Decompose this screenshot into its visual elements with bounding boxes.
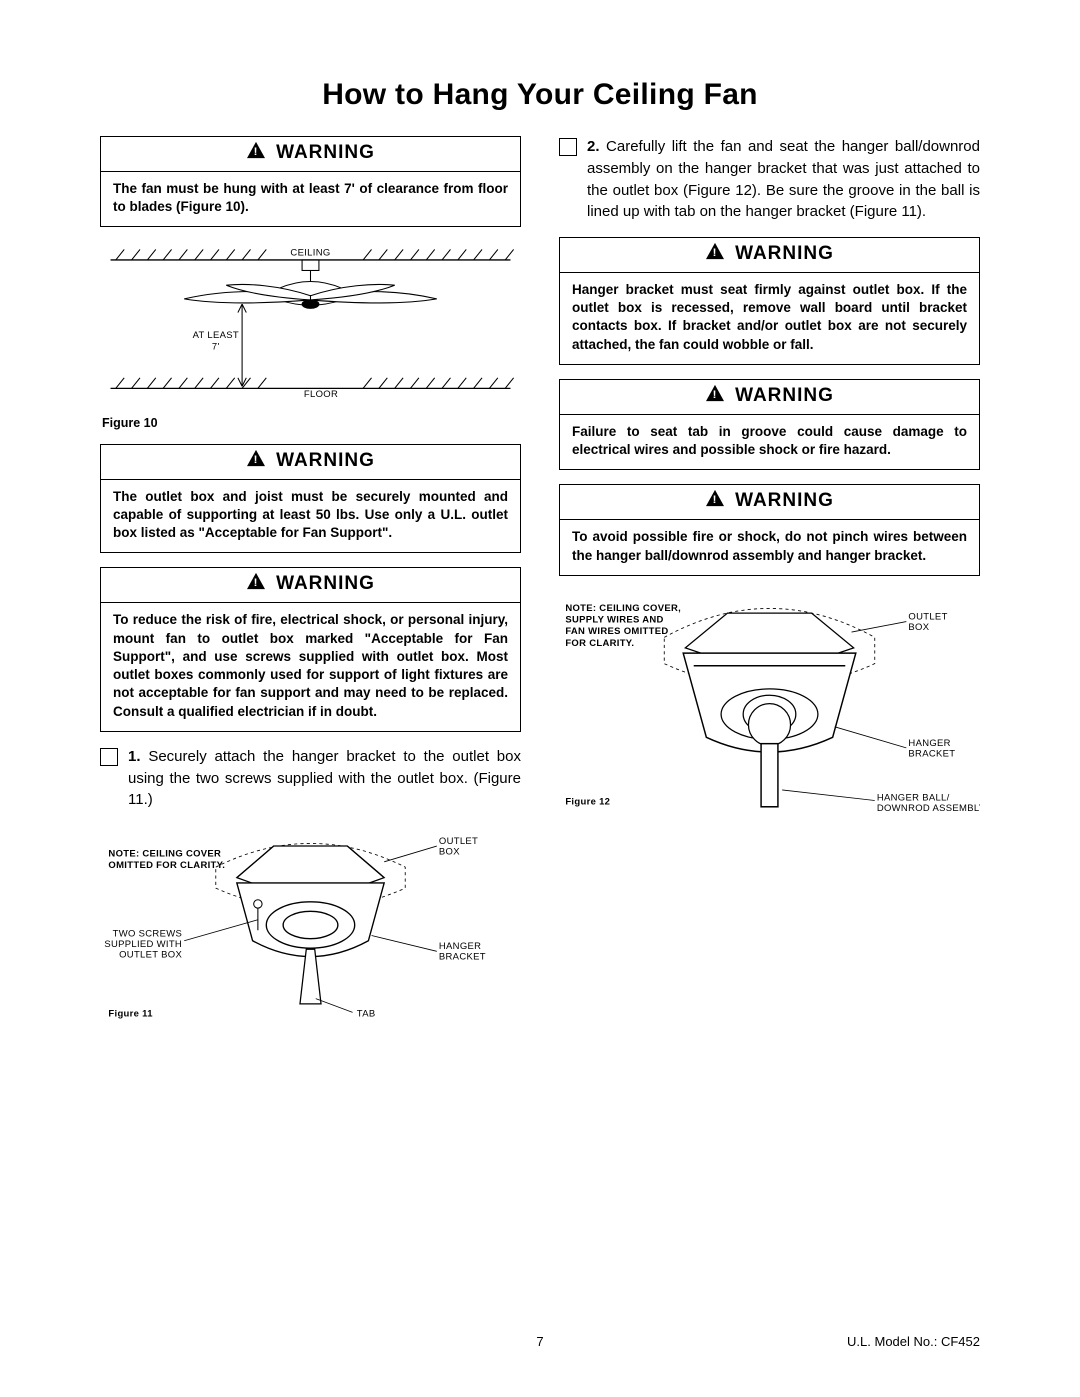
warning-box-1: ! WARNING The fan must be hung with at l… [100,136,521,227]
warning-header: ! WARNING [560,238,979,273]
seven-label: 7' [212,342,220,353]
step-text: Carefully lift the fan and seat the hang… [587,138,980,220]
figure-10-diagram: CEILING [100,241,521,409]
left-column: ! WARNING The fan must be hung with at l… [100,136,521,1025]
warning-box-6: ! WARNING To avoid possible fire or shoc… [559,484,980,575]
warning-body: Failure to seat tab in groove could caus… [560,415,979,469]
warning-triangle-icon: ! [246,449,266,473]
figure-11-note-2: OMITTED FOR CLARITY. [108,860,225,871]
figure-12-note-2: SUPPLY WIRES AND [565,614,663,625]
step-1: 1. Securely attach the hanger bracket to… [100,746,521,811]
two-column-layout: ! WARNING The fan must be hung with at l… [100,136,980,1025]
figure-10-caption: Figure 10 [102,416,521,430]
warning-label: WARNING [735,243,834,265]
figure-12-note-3: FAN WIRES OMITTED [565,626,668,637]
hanger-label-1: HANGER [908,738,950,749]
step-number: 2. [587,138,600,155]
step-2: 2. Carefully lift the fan and seat the h… [559,136,980,223]
page-number: 7 [536,1334,543,1349]
warning-triangle-icon: ! [705,489,725,513]
warning-body: To reduce the risk of fire, electrical s… [101,603,520,730]
step-number: 1. [128,748,141,765]
ball-label-2: DOWNROD ASSEMBLY [877,803,980,814]
screws-label-2: SUPPLIED WITH [104,939,182,950]
outlet-label-2: BOX [908,622,929,633]
checkbox-icon [559,138,577,156]
warning-label: WARNING [276,450,375,472]
warning-header: ! WARNING [101,445,520,480]
page-title: How to Hang Your Ceiling Fan [100,78,980,112]
warning-label: WARNING [735,385,834,407]
warning-body: The outlet box and joist must be securel… [101,480,520,553]
model-number: U.L. Model No.: CF452 [847,1334,980,1349]
svg-text:!: ! [713,494,718,506]
tab-label: TAB [357,1009,376,1020]
step-text: Securely attach the hanger bracket to th… [128,748,521,809]
warning-box-4: ! WARNING Hanger bracket must seat firml… [559,237,980,365]
svg-text:!: ! [254,454,259,466]
warning-body: The fan must be hung with at least 7' of… [101,172,520,226]
figure-12-note-4: FOR CLARITY. [565,638,634,649]
warning-label: WARNING [735,490,834,512]
svg-text:!: ! [254,146,259,158]
floor-label: FLOOR [304,389,338,400]
warning-label: WARNING [276,573,375,595]
figure-12-diagram: OUTLET BOX HANGER BRACKET HANGER BALL/ D… [559,590,980,832]
ceiling-label: CEILING [290,248,330,259]
warning-triangle-icon: ! [705,242,725,266]
warning-body: To avoid possible fire or shock, do not … [560,520,979,574]
warning-triangle-icon: ! [246,572,266,596]
screws-label-1: TWO SCREWS [113,929,182,940]
checkbox-icon [100,748,118,766]
warning-header: ! WARNING [560,485,979,520]
figure-12-note-1: NOTE: CEILING COVER, [565,603,681,614]
right-column: 2. Carefully lift the fan and seat the h… [559,136,980,1025]
svg-text:!: ! [713,247,718,259]
warning-header: ! WARNING [101,568,520,603]
warning-label: WARNING [276,142,375,164]
warning-triangle-icon: ! [246,141,266,165]
figure-11-note-1: NOTE: CEILING COVER [108,849,221,860]
warning-header: ! WARNING [101,137,520,172]
screws-label-3: OUTLET BOX [119,950,182,961]
outlet-label-2: BOX [439,847,460,858]
outlet-label-1: OUTLET [908,611,947,622]
hanger-label-2: BRACKET [439,952,486,963]
warning-box-5: ! WARNING Failure to seat tab in groove … [559,379,980,470]
hanger-label-2: BRACKET [908,748,955,759]
svg-text:!: ! [713,389,718,401]
hanger-label-1: HANGER [439,941,481,952]
ball-label-1: HANGER BALL/ [877,792,950,803]
atleast-label: AT LEAST [193,330,239,341]
warning-box-3: ! WARNING To reduce the risk of fire, el… [100,567,521,731]
warning-body: Hanger bracket must seat firmly against … [560,273,979,364]
figure-11-diagram: OUTLET BOX HANGER BRACKET TWO SCREWS SUP… [100,825,521,1025]
warning-triangle-icon: ! [705,384,725,408]
page-footer: 7 U.L. Model No.: CF452 [0,1334,1080,1349]
figure-11-caption: Figure 11 [108,1009,152,1020]
figure-12-caption: Figure 12 [565,796,610,807]
warning-header: ! WARNING [560,380,979,415]
outlet-label-1: OUTLET [439,836,478,847]
warning-box-2: ! WARNING The outlet box and joist must … [100,444,521,554]
svg-text:!: ! [254,577,259,589]
